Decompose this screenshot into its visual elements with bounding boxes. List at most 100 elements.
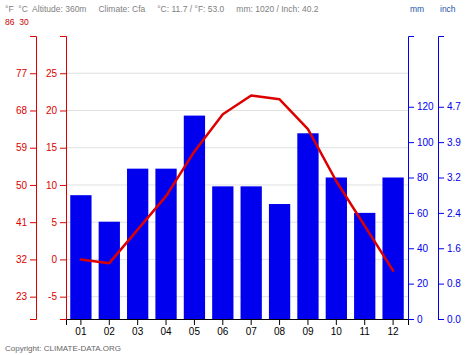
- tick-label: 20: [46, 105, 58, 116]
- tick: 60: [408, 208, 429, 219]
- tick-mark: [279, 319, 280, 325]
- tick-mark: [109, 319, 110, 325]
- annotation: °F °C Altitude: 360m: [5, 4, 86, 14]
- tick-label: 08: [274, 326, 286, 337]
- line: [81, 96, 393, 271]
- y2-axis: 0 20 40 60 80 100 120: [408, 37, 434, 325]
- tick-mark: [30, 73, 36, 74]
- chart: 010203040506070809101112-505101520252332…: [0, 0, 474, 355]
- tick-mark: [30, 297, 36, 298]
- tick-label: 41: [16, 217, 28, 228]
- annotation: 86 30: [5, 17, 29, 27]
- tick-label: 3.9: [447, 137, 461, 148]
- tick-mark: [364, 319, 365, 325]
- tick: 40: [408, 243, 429, 254]
- tick-mark: [80, 319, 81, 325]
- tick-mark: [30, 110, 36, 111]
- tick-label: 0: [51, 254, 57, 265]
- tick-mark: [336, 319, 337, 325]
- tick: 01: [75, 319, 87, 337]
- tick-mark: [30, 222, 36, 223]
- tick-label: 120: [417, 101, 434, 112]
- bar-series: [70, 116, 403, 319]
- tick-label: 60: [417, 208, 429, 219]
- tick-mark: [30, 185, 36, 186]
- tick-label: 0: [417, 314, 423, 325]
- tick-label: 50: [16, 180, 28, 191]
- tick-mark: [393, 319, 394, 325]
- y4-axis: 0.00.81.62.43.23.94.7: [438, 37, 461, 325]
- tick: 12: [388, 319, 400, 337]
- tick-mark: [222, 319, 223, 325]
- tick-label: 68: [16, 105, 28, 116]
- tick-mark: [438, 178, 444, 179]
- tick-label: 10: [331, 326, 343, 337]
- tick-mark: [408, 248, 414, 249]
- y-axis: -50510152025: [46, 37, 67, 320]
- tick-mark: [438, 248, 444, 249]
- tick-mark: [166, 319, 167, 325]
- tick-label: 1.6: [447, 243, 461, 254]
- tick: 23: [16, 291, 36, 302]
- tick-label: 2.4: [447, 208, 461, 219]
- tick-label: 80: [417, 172, 429, 183]
- tick-mark: [438, 213, 444, 214]
- tick-label: 5: [51, 217, 57, 228]
- tick-label: 0.0: [447, 314, 461, 325]
- tick-mark: [408, 319, 414, 320]
- marks: [70, 96, 403, 319]
- tick: 100: [408, 137, 434, 148]
- tick-label: 07: [246, 326, 258, 337]
- axis-line: [60, 37, 67, 320]
- bar: [269, 204, 290, 319]
- tick-mark: [60, 259, 66, 260]
- tick: -5: [48, 291, 66, 302]
- tick-mark: [438, 284, 444, 285]
- grid-line: [66, 110, 408, 111]
- tick-mark: [60, 185, 66, 186]
- tick: 10: [46, 180, 66, 191]
- tick: 120: [408, 101, 434, 112]
- tick-label: 100: [417, 137, 434, 148]
- tick-label: 20: [417, 278, 429, 289]
- axis-line: [439, 37, 445, 320]
- tick-label: 0.8: [447, 278, 461, 289]
- tick-label: 59: [16, 142, 28, 153]
- tick: 02: [104, 319, 116, 337]
- bar: [184, 116, 205, 319]
- tick: 41: [16, 217, 36, 228]
- bar: [297, 133, 318, 319]
- axis-line: [409, 37, 415, 320]
- tick-label: 04: [160, 326, 172, 337]
- tick: 04: [160, 319, 172, 337]
- tick: 09: [302, 319, 314, 337]
- tick: 1.6: [438, 243, 461, 254]
- tick: 15: [46, 142, 66, 153]
- tick-label: 10: [46, 180, 58, 191]
- tick-label: 01: [75, 326, 87, 337]
- tick-mark: [251, 319, 252, 325]
- tick: 11: [360, 319, 371, 337]
- tick: 32: [16, 254, 36, 265]
- tick-mark: [307, 319, 308, 325]
- tick-label: 4.7: [447, 101, 461, 112]
- y3-axis: 23324150596877: [16, 37, 37, 320]
- tick-label: -5: [48, 291, 57, 302]
- plot-area: 010203040506070809101112-505101520252332…: [16, 37, 461, 338]
- annotation: °C: 11.7 / °F: 53.0: [157, 4, 224, 14]
- x-axis: 010203040506070809101112: [67, 319, 409, 337]
- tick-mark: [408, 178, 414, 179]
- tick-label: 06: [217, 326, 229, 337]
- tick: 3.9: [438, 137, 461, 148]
- tick-mark: [438, 107, 444, 108]
- bar: [127, 169, 148, 319]
- tick-label: 40: [417, 243, 429, 254]
- tick: 0.8: [438, 278, 461, 289]
- bar: [326, 178, 347, 320]
- annotation: mm: 1020 / Inch: 40.2: [236, 4, 318, 14]
- bar: [354, 213, 375, 319]
- bar: [212, 186, 233, 319]
- tick: 10: [331, 319, 343, 337]
- tick-label: 09: [302, 326, 314, 337]
- tick-mark: [30, 148, 36, 149]
